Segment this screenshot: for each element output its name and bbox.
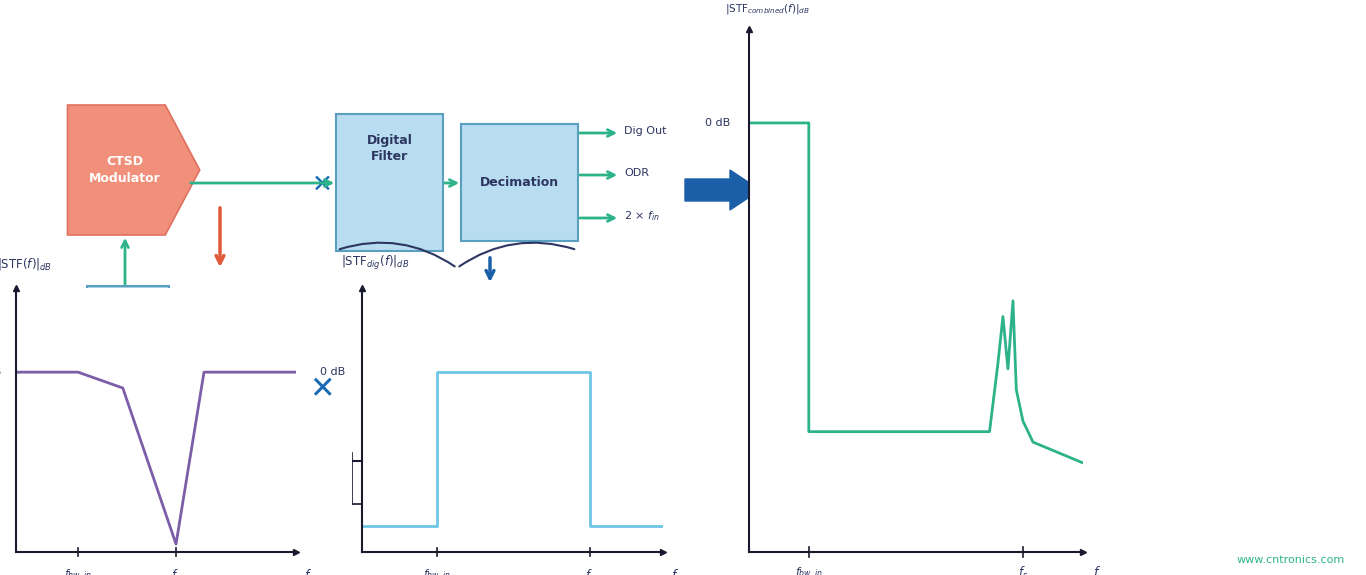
Text: OSR $\times$ $\it{f}_{in}$: OSR $\times$ $\it{f}_{in}$ — [102, 335, 154, 349]
Text: $f_s$: $f_s$ — [585, 568, 596, 575]
Text: ✕: ✕ — [309, 375, 335, 404]
Text: $|$STF$_{combined}$$(f)|_{dB}$: $|$STF$_{combined}$$(f)|_{dB}$ — [725, 2, 810, 16]
Text: $f_{bw\_in}$: $f_{bw\_in}$ — [795, 565, 822, 575]
Text: www.cntronics.com: www.cntronics.com — [1236, 555, 1346, 565]
Text: $|$STF$_{dig}$$(f)|_{dB}$: $|$STF$_{dig}$$(f)|_{dB}$ — [342, 254, 410, 271]
Text: $|$STF$(f)|_{dB}$: $|$STF$(f)|_{dB}$ — [0, 256, 52, 271]
Text: $f_s$: $f_s$ — [1018, 565, 1029, 575]
Polygon shape — [67, 105, 199, 235]
Text: MCLK: MCLK — [108, 301, 148, 313]
Text: $f$: $f$ — [1093, 565, 1101, 575]
Text: 2 $\times$ $\it{f}_{in}$: 2 $\times$ $\it{f}_{in}$ — [624, 209, 660, 223]
Text: CTSD
Modulator: CTSD Modulator — [89, 155, 161, 185]
Text: Digital
Filter: Digital Filter — [366, 134, 413, 163]
Text: Dig Out: Dig Out — [624, 126, 667, 136]
FancyBboxPatch shape — [460, 124, 578, 241]
Text: $f$: $f$ — [671, 568, 679, 575]
Text: $f_s$: $f_s$ — [171, 568, 182, 575]
Text: $f$: $f$ — [303, 568, 311, 575]
Text: Decimation: Decimation — [479, 176, 559, 189]
Text: 0 dB: 0 dB — [320, 367, 346, 377]
FancyBboxPatch shape — [336, 114, 443, 251]
Text: 0 dB: 0 dB — [705, 118, 731, 128]
FancyBboxPatch shape — [87, 286, 169, 328]
Text: ✕: ✕ — [311, 173, 332, 197]
Text: $f_{bw\_in}$: $f_{bw\_in}$ — [423, 568, 451, 575]
Polygon shape — [684, 170, 759, 210]
Text: $f_{bw\_in}$: $f_{bw\_in}$ — [64, 568, 92, 575]
Text: ODR: ODR — [624, 168, 649, 178]
